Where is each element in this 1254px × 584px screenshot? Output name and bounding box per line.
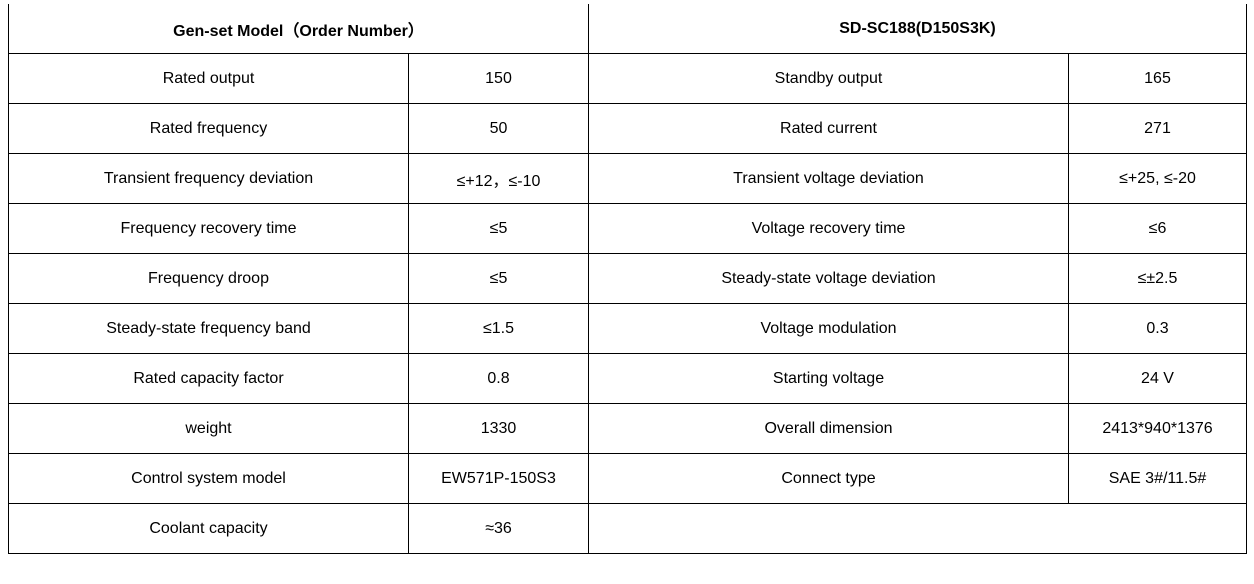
table-row: Rated capacity factor 0.8 Starting volta…	[9, 354, 1247, 404]
table-row: Rated output 150 Standby output 165	[9, 54, 1247, 104]
cell-label: Rated current	[589, 104, 1069, 154]
table-row: Control system model EW571P-150S3 Connec…	[9, 454, 1247, 504]
cell-value: ≤+25, ≤-20	[1069, 154, 1247, 204]
spec-table-body: Gen-set Model（Order Number） SD-SC188(D15…	[9, 4, 1247, 554]
cell-value: ≤6	[1069, 204, 1247, 254]
cell-value: 0.3	[1069, 304, 1247, 354]
cell-label: Voltage modulation	[589, 304, 1069, 354]
cell-label: Frequency recovery time	[9, 204, 409, 254]
cell-label: Steady-state frequency band	[9, 304, 409, 354]
cell-label: Rated capacity factor	[9, 354, 409, 404]
cell-label: Frequency droop	[9, 254, 409, 304]
cell-label: Steady-state voltage deviation	[589, 254, 1069, 304]
cell-label: Connect type	[589, 454, 1069, 504]
table-row: Frequency droop ≤5 Steady-state voltage …	[9, 254, 1247, 304]
cell-value: 50	[409, 104, 589, 154]
cell-value: 271	[1069, 104, 1247, 154]
cell-value: 1330	[409, 404, 589, 454]
table-header-row: Gen-set Model（Order Number） SD-SC188(D15…	[9, 4, 1247, 54]
cell-value: ≤1.5	[409, 304, 589, 354]
cell-label: Standby output	[589, 54, 1069, 104]
header-left: Gen-set Model（Order Number）	[9, 4, 589, 54]
cell-value: 0.8	[409, 354, 589, 404]
cell-label: Overall dimension	[589, 404, 1069, 454]
cell-label: Control system model	[9, 454, 409, 504]
cell-value: SAE 3#/11.5#	[1069, 454, 1247, 504]
cell-value: ≈36	[409, 504, 589, 554]
cell-label: weight	[9, 404, 409, 454]
header-right: SD-SC188(D150S3K)	[589, 4, 1247, 54]
cell-label: Transient voltage deviation	[589, 154, 1069, 204]
cell-value: EW571P-150S3	[409, 454, 589, 504]
cell-value: 2413*940*1376	[1069, 404, 1247, 454]
cell-value: 165	[1069, 54, 1247, 104]
table-row: weight 1330 Overall dimension 2413*940*1…	[9, 404, 1247, 454]
table-row: Transient frequency deviation ≤+12，≤-10 …	[9, 154, 1247, 204]
cell-value: ≤±2.5	[1069, 254, 1247, 304]
cell-empty	[589, 504, 1247, 554]
table-row: Coolant capacity ≈36	[9, 504, 1247, 554]
cell-value: ≤+12，≤-10	[409, 154, 589, 204]
cell-label: Rated frequency	[9, 104, 409, 154]
cell-label: Coolant capacity	[9, 504, 409, 554]
cell-value: 150	[409, 54, 589, 104]
cell-value: 24 V	[1069, 354, 1247, 404]
cell-value: ≤5	[409, 204, 589, 254]
cell-label: Starting voltage	[589, 354, 1069, 404]
cell-value: ≤5	[409, 254, 589, 304]
table-row: Frequency recovery time ≤5 Voltage recov…	[9, 204, 1247, 254]
cell-label: Rated output	[9, 54, 409, 104]
table-row: Steady-state frequency band ≤1.5 Voltage…	[9, 304, 1247, 354]
cell-label: Voltage recovery time	[589, 204, 1069, 254]
cell-label: Transient frequency deviation	[9, 154, 409, 204]
spec-table: Gen-set Model（Order Number） SD-SC188(D15…	[8, 4, 1247, 554]
table-row: Rated frequency 50 Rated current 271	[9, 104, 1247, 154]
